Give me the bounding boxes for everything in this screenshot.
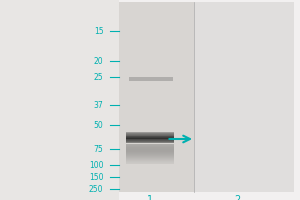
Bar bbox=[126, 155, 174, 156]
Text: 250: 250 bbox=[89, 184, 103, 194]
Bar bbox=[126, 149, 174, 150]
Text: 37: 37 bbox=[94, 100, 103, 110]
Bar bbox=[126, 159, 174, 160]
Bar bbox=[126, 157, 174, 158]
Bar bbox=[126, 154, 174, 155]
Bar bbox=[126, 158, 174, 159]
Bar bbox=[118, 2, 194, 192]
Bar bbox=[194, 2, 294, 192]
Bar bbox=[126, 137, 174, 138]
Text: 15: 15 bbox=[94, 26, 104, 36]
Bar bbox=[126, 139, 174, 140]
Text: 50: 50 bbox=[94, 120, 103, 130]
Text: 20: 20 bbox=[94, 56, 104, 66]
Bar bbox=[126, 135, 174, 136]
Bar bbox=[126, 145, 174, 146]
Bar bbox=[126, 138, 174, 139]
Bar bbox=[126, 142, 174, 143]
Bar bbox=[126, 162, 174, 163]
Bar bbox=[126, 161, 174, 162]
Text: 2: 2 bbox=[234, 195, 240, 200]
Bar bbox=[126, 156, 174, 157]
Text: 25: 25 bbox=[94, 72, 104, 82]
Bar bbox=[126, 153, 174, 154]
Bar bbox=[126, 146, 174, 147]
Bar bbox=[126, 133, 174, 134]
Bar bbox=[129, 77, 172, 81]
Bar bbox=[126, 147, 174, 148]
Bar bbox=[126, 132, 174, 133]
Text: 75: 75 bbox=[94, 144, 103, 154]
Text: 100: 100 bbox=[89, 160, 103, 170]
Bar bbox=[126, 152, 174, 153]
Bar bbox=[126, 144, 174, 145]
Bar bbox=[0, 0, 118, 200]
Bar bbox=[126, 163, 174, 164]
Bar bbox=[126, 134, 174, 135]
Bar bbox=[126, 148, 174, 149]
Bar bbox=[126, 136, 174, 137]
Bar bbox=[126, 151, 174, 152]
Text: 1: 1 bbox=[147, 195, 153, 200]
Bar bbox=[126, 140, 174, 141]
Bar bbox=[126, 150, 174, 151]
Text: 150: 150 bbox=[89, 172, 103, 182]
Bar bbox=[126, 141, 174, 142]
Bar bbox=[126, 160, 174, 161]
